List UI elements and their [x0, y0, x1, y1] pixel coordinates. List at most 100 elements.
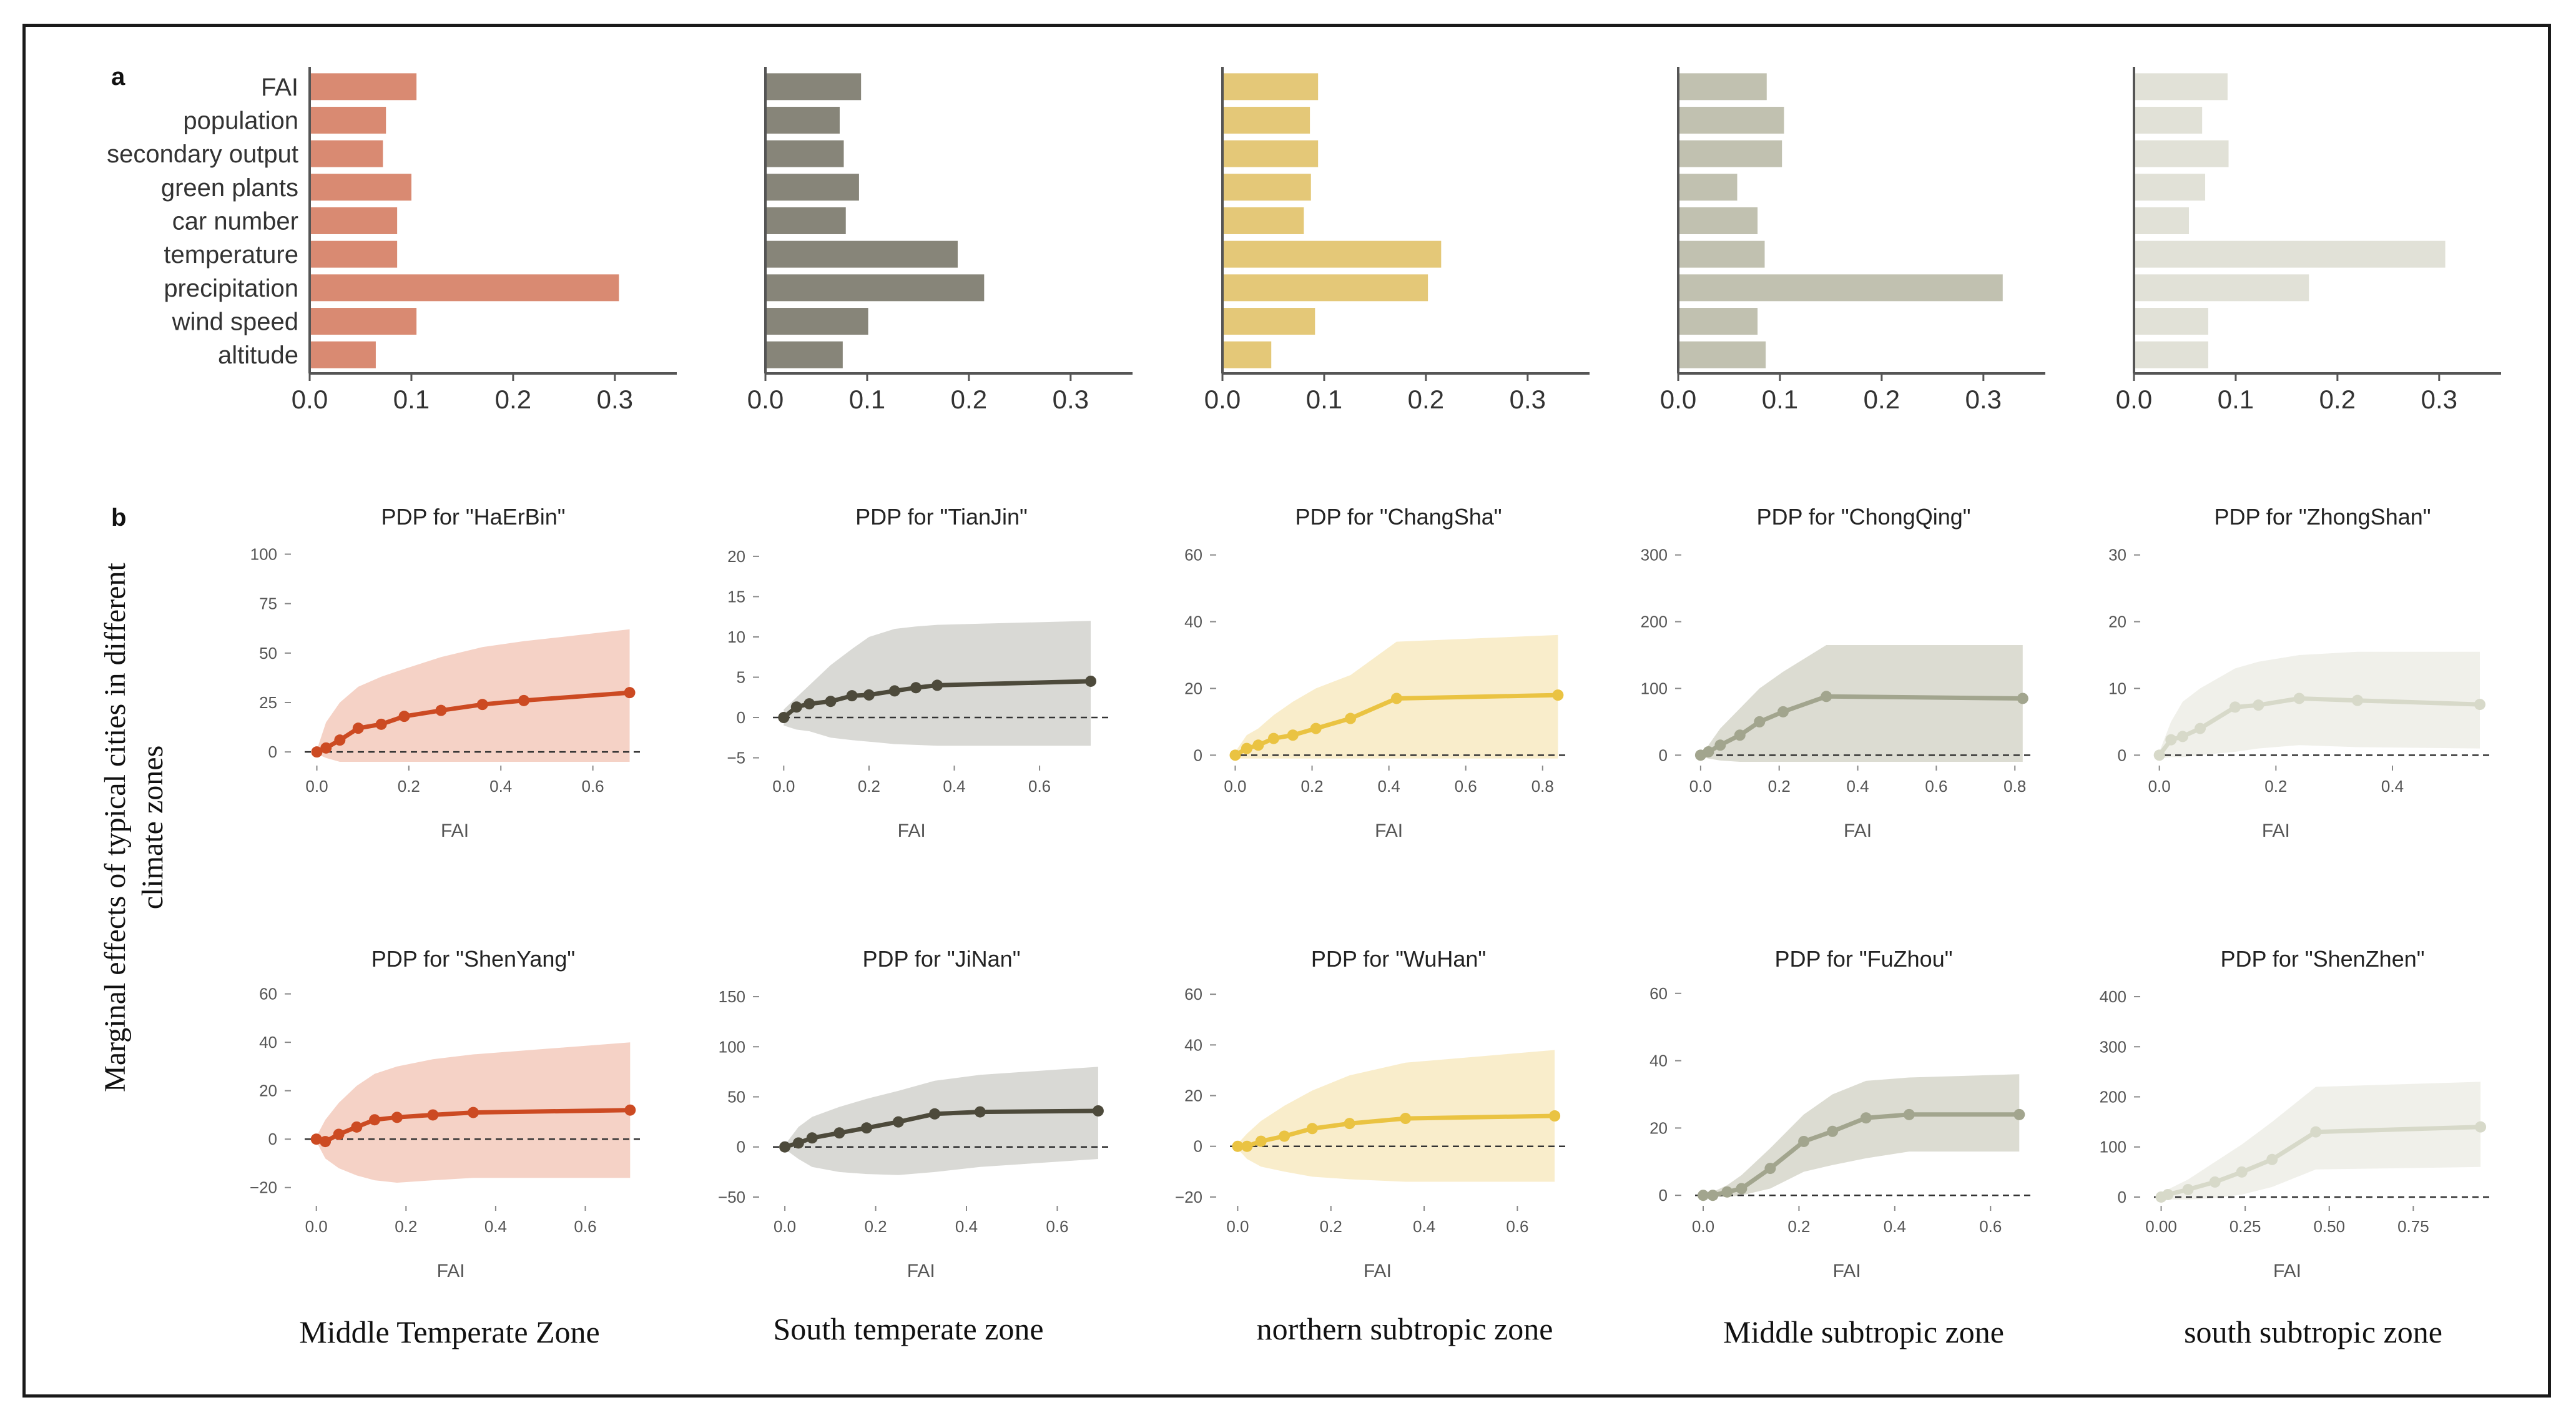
y-tick-label: 30 — [2108, 546, 2126, 565]
confidence-band — [317, 629, 630, 762]
pdp-point — [2475, 1121, 2487, 1133]
category-label: wind speed — [172, 308, 298, 336]
x-tick-label: 0.1 — [393, 385, 430, 414]
bar — [2134, 140, 2229, 167]
x-tick-label: 0.4 — [484, 1217, 507, 1236]
y-tick-label: 20 — [2108, 613, 2126, 631]
y-tick-label: 0 — [268, 742, 277, 761]
pdp-point — [518, 694, 530, 706]
bar — [310, 140, 383, 167]
pdp-plot-0-4: PDP for "ZhongShan" 0 10 20 30 0.0 0.2 0.4 FAI — [2108, 504, 2492, 841]
y-tick-label: −50 — [718, 1188, 745, 1206]
bar — [1222, 107, 1310, 134]
bar — [1678, 308, 1758, 335]
pdp-point — [391, 1112, 403, 1123]
pdp-point — [2177, 731, 2188, 742]
y-axis-title: Marginal effects of typical cities in di… — [99, 562, 169, 1092]
x-tick-label: 0.1 — [2218, 385, 2254, 414]
bar — [310, 207, 398, 234]
bar — [310, 107, 386, 134]
pdp-point — [892, 1116, 904, 1128]
pdp-point — [861, 1122, 872, 1134]
pdp-point — [888, 685, 900, 697]
pdp-point — [2209, 1176, 2221, 1188]
x-tick-label: 0.0 — [305, 1217, 328, 1236]
x-tick-label: 0.4 — [1413, 1217, 1435, 1236]
bar — [1678, 207, 1758, 234]
category-label: temperature — [164, 241, 298, 269]
bar — [2134, 240, 2446, 268]
pdp-point — [1085, 675, 1097, 687]
pdp-point — [1736, 1183, 1748, 1195]
x-tick-label: 0.0 — [1224, 777, 1246, 796]
pdp-point — [779, 1141, 791, 1153]
zone-labels: Middle Temperate Zone South temperate zo… — [299, 1311, 2442, 1349]
x-tick-label: 0.0 — [774, 1217, 796, 1236]
bar — [765, 107, 840, 134]
bar — [1678, 174, 1738, 201]
x-axis-label: FAI — [1833, 1261, 1861, 1281]
pdp-point — [1707, 1190, 1719, 1201]
y-tick-label: 75 — [259, 594, 277, 613]
plot-title: PDP for "TianJin" — [855, 504, 1028, 530]
x-tick-label: 0.6 — [1455, 777, 1477, 796]
bar — [2134, 107, 2203, 134]
pdp-point — [2017, 693, 2028, 704]
pdp-line — [315, 690, 632, 754]
bar — [310, 240, 398, 268]
bar — [1678, 107, 1784, 134]
bar — [765, 308, 868, 335]
bar — [310, 341, 376, 368]
pdp-point — [2266, 1153, 2278, 1165]
y-tick-label: 100 — [2100, 1138, 2126, 1156]
y-tick-label: 20 — [259, 1082, 277, 1100]
pdp-point — [1764, 1163, 1776, 1175]
pdp-point — [2229, 701, 2241, 713]
plot-title: PDP for "FuZhou" — [1774, 946, 1952, 972]
bar — [310, 308, 417, 335]
bar — [1222, 207, 1304, 234]
x-tick-label: 0.8 — [1531, 777, 1554, 796]
y-tick-label: 0 — [2118, 746, 2126, 764]
pdp-point — [2253, 699, 2264, 711]
pdp-point — [375, 718, 387, 730]
x-tick-label: 0.4 — [1884, 1217, 1906, 1236]
pdp-point — [910, 682, 922, 694]
pdp-point — [2182, 1183, 2194, 1195]
category-label: car number — [172, 208, 298, 235]
y-tick-label: −5 — [727, 749, 745, 767]
x-axis-label: FAI — [907, 1261, 935, 1281]
bar — [2134, 174, 2206, 201]
pdp-point — [929, 1108, 941, 1120]
bar — [2134, 341, 2208, 368]
x-tick-label: 0.6 — [1028, 777, 1051, 796]
pdp-point — [806, 1132, 818, 1144]
pdp-point — [833, 1127, 845, 1139]
x-tick-label: 0.0 — [1692, 1217, 1714, 1236]
y-tick-label: 150 — [719, 987, 745, 1006]
plot-title: PDP for "ChongQing" — [1756, 504, 1970, 530]
x-axis-label: FAI — [2262, 821, 2290, 841]
pdp-plot-0-3: PDP for "ChongQing" 0 100 200 300 0.0 0.2 0.4 0.… — [1641, 504, 2033, 841]
pdp-point — [1821, 691, 1832, 703]
pdp-point — [974, 1106, 986, 1118]
pdp-point — [1344, 1118, 1355, 1130]
bar — [1222, 140, 1319, 167]
bar-chart-3: 0.0 0.1 0.2 0.3 — [1204, 67, 1590, 414]
y-tick-label: 100 — [719, 1037, 745, 1056]
x-tick-label: 0.3 — [1965, 385, 2002, 414]
pdp-point — [1827, 1125, 1839, 1137]
pdp-point — [1734, 729, 1746, 741]
x-tick-label: 0.2 — [858, 777, 880, 796]
x-axis-label: FAI — [1844, 821, 1872, 841]
pdp-point — [846, 690, 858, 702]
y-tick-label: 100 — [1641, 679, 1668, 698]
pdp-point — [1552, 689, 1564, 701]
plot-title: PDP for "HaErBin" — [381, 504, 566, 530]
x-tick-label: 0.6 — [1506, 1217, 1528, 1236]
x-tick-label: 0.2 — [1864, 385, 1900, 414]
bar — [1678, 140, 1782, 167]
pdp-point — [1698, 1190, 1709, 1201]
x-tick-label: 0.3 — [1053, 385, 1089, 414]
